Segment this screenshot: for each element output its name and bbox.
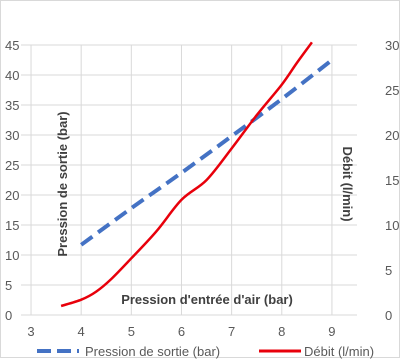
y-tick-label: 10 [5, 248, 19, 263]
y-tick-label: 0 [5, 308, 12, 323]
y-tick-label: 40 [5, 68, 19, 83]
y-tick-label: 5 [5, 278, 12, 293]
y-tick-label: 45 [5, 38, 19, 53]
y2-tick-label: 20 [385, 128, 399, 143]
y-tick-label: 30 [5, 128, 19, 143]
y2-tick-label: 30 [385, 38, 399, 53]
x-axis-title: Pression d'entrée d'air (bar) [121, 292, 293, 307]
y2-tick-label: 5 [385, 263, 392, 278]
y-axis-title: Pression de sortie (bar) [55, 111, 70, 256]
y2-tick-label: 10 [385, 218, 399, 233]
series-lines [60, 41, 334, 308]
series-line-debit [60, 41, 313, 308]
y2-axis-title: Débit (l/min) [340, 146, 355, 221]
x-tick-label: 7 [228, 324, 235, 339]
y2-tick-label: 25 [385, 83, 399, 98]
y-tick-label: 15 [5, 218, 19, 233]
gridlines [21, 44, 357, 316]
y-tick-label: 25 [5, 158, 19, 173]
y-tick-label: 20 [5, 188, 19, 203]
legend: Pression de sortie (bar) Débit (l/min) [37, 344, 374, 359]
series-line-pression-de-sortie [80, 58, 334, 247]
y2-tick-label: 15 [385, 173, 399, 188]
x-tick-label: 4 [78, 324, 85, 339]
x-tick-label: 9 [328, 324, 335, 339]
x-tick-label: 8 [278, 324, 285, 339]
y-tick-label: 35 [5, 98, 19, 113]
x-tick-label: 5 [128, 324, 135, 339]
legend-label-debit: Débit (l/min) [304, 344, 374, 359]
legend-label-pression: Pression de sortie (bar) [85, 344, 220, 359]
x-tick-label: 6 [178, 324, 185, 339]
x-tick-label: 3 [27, 324, 34, 339]
y2-tick-label: 0 [385, 308, 392, 323]
